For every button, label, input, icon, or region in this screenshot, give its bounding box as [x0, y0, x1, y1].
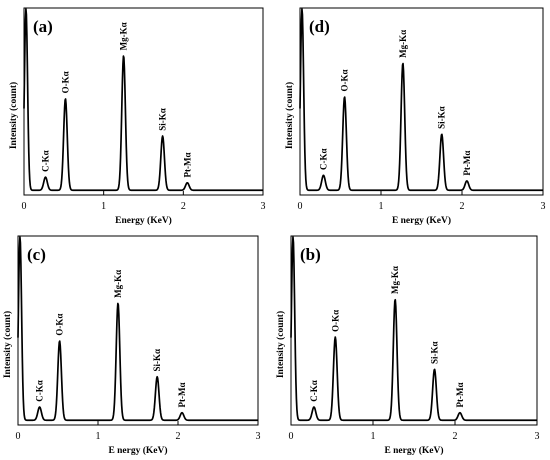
panel-1-letter: (d) [309, 17, 330, 36]
panel-1-peak-label: Pt-Mα [462, 151, 472, 176]
panel-0-x-axis-label: Energy (KeV) [115, 215, 172, 226]
panel-1-spectrum-line [299, 8, 544, 192]
panel-3-letter: (b) [300, 245, 321, 264]
panel-3-x-tick-label: 1 [371, 431, 376, 442]
panel-0-peak-label: Mg-Kα [119, 22, 129, 50]
panel-3-peak-label: Pt-Mα [455, 382, 465, 407]
panel-0-peak-label: C-Kα [41, 150, 51, 172]
panel-0-x-tick-label: 3 [261, 201, 266, 212]
panel-3-spectrum-line [290, 236, 538, 422]
panel-2-peak-label: C-Kα [35, 380, 45, 402]
panel-3-peak-label: C-Kα [309, 380, 319, 402]
panel-1-peak-label: Mg-Kα [398, 30, 408, 58]
panel-2-peak-label: O-Kα [55, 314, 65, 336]
panel-1-peak-label: O-Kα [340, 69, 350, 91]
panel-0-peak-label: O-Kα [60, 71, 70, 93]
panel-2-y-axis-label: Intensity (count) [2, 311, 13, 378]
panel-2-x-tick-label: 3 [256, 431, 261, 442]
panel-3-x-tick-label: 2 [453, 431, 458, 442]
panel-1-x-tick-label: 3 [541, 201, 546, 212]
panel-2-peak-label: Mg-Kα [113, 270, 123, 298]
panel-2-x-axis-label: E nergy (KeV) [108, 445, 167, 456]
panel-3-y-axis-label: Intensity (count) [275, 311, 286, 378]
panel-0-y-axis-label: Intensity (count) [8, 82, 19, 149]
panel-0-x-tick-label: 2 [181, 201, 186, 212]
panel-1-frame [299, 7, 544, 196]
panel-3-x-tick-label: 3 [535, 431, 540, 442]
panel-3-peak-label: Si-Kα [430, 341, 440, 364]
panel-1-peak-label: C-Kα [318, 149, 328, 171]
panel-3-frame [290, 235, 538, 426]
panel-0-x-tick-label: 0 [22, 201, 27, 212]
panel-2-spectrum-line [17, 236, 259, 422]
panel-2-peak-label: Pt-Mα [177, 382, 187, 407]
panel-1-x-tick-label: 0 [298, 201, 303, 212]
panel-0-spectrum-line [23, 8, 264, 192]
panel-1-x-axis-label: E nergy (KeV) [392, 215, 451, 226]
panel-3-peak-label: O-Kα [330, 310, 340, 332]
panel-0-frame [23, 7, 264, 196]
panel-1-x-tick-label: 2 [460, 201, 465, 212]
panel-2-x-tick-label: 0 [16, 431, 21, 442]
panel-1-y-axis-label: Intensity (count) [284, 82, 295, 149]
panel-2-x-tick-label: 2 [176, 431, 181, 442]
panel-0-letter: (a) [33, 17, 53, 36]
panel-2-letter: (c) [27, 245, 46, 264]
panel-3-peak-label: Mg-Kα [390, 266, 400, 294]
panel-0-peak-label: Si-Kα [158, 108, 168, 131]
panel-1-peak-label: Si-Kα [437, 106, 447, 129]
panel-2-x-tick-label: 1 [96, 431, 101, 442]
panel-3-x-tick-label: 0 [289, 431, 294, 442]
panel-2-peak-label: Si-Kα [152, 349, 162, 372]
panel-0-x-tick-label: 1 [101, 201, 106, 212]
panel-0-peak-label: Pt-Mα [182, 153, 192, 178]
panel-3-x-axis-label: E nergy (KeV) [384, 445, 443, 456]
panel-1-x-tick-label: 1 [379, 201, 384, 212]
